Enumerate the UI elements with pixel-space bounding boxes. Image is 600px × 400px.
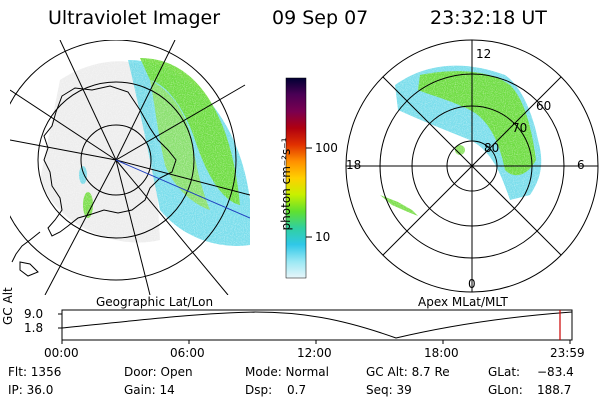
status-seq: Seq: 39 [366,383,412,397]
status-gcalt: GC Alt: 8.7 Re [366,365,450,379]
colorbar-unit-label: photon cm⁻²s⁻¹ [279,137,293,231]
status-glon-value: 188.7 [537,383,572,397]
timeline-xtick-1200: 12:00 [297,346,332,360]
lat-label-80: 80 [484,141,500,155]
instrument-title: Ultraviolet Imager [48,7,221,29]
timeline-xtick-2359: 23:59 [550,346,585,360]
status-flt: Flt: 1356 [8,365,62,379]
mlt-label-left: 18 [346,158,362,172]
status-dsp-label: Dsp: [245,383,273,397]
colorbar [285,77,312,279]
timeline-xtick-0600: 06:00 [170,346,205,360]
timeline-ytick-low: 1.8 [24,321,44,335]
header-date: 09 Sep 07 [272,7,369,29]
status-dsp-value: 0.7 [287,383,307,397]
geographic-map [10,40,250,295]
status-door: Door: Open [124,365,193,379]
right-panel-label: Apex MLat/MLT [418,295,508,309]
timeline-ylabel: GC Alt [1,287,15,325]
altitude-timeline [58,309,573,344]
lat-label-70: 70 [512,121,528,135]
status-glon-label: GLon: [488,383,523,397]
colorbar-tick-10: 10 [315,230,331,244]
timeline-xtick-1800: 18:00 [424,346,459,360]
mlt-label-right: 6 [577,158,585,172]
mlt-label-top: 12 [476,47,492,61]
status-glat-value: −83.4 [537,365,574,379]
mlt-label-bottom: 0 [468,277,476,291]
colorbar-tick-100: 100 [315,141,338,155]
timeline-xtick-0000: 00:00 [44,346,79,360]
altitude-curve [61,311,573,339]
status-ip: IP: 36.0 [8,383,54,397]
left-panel-label: Geographic Lat/Lon [96,295,214,309]
geographic-grid [10,40,250,295]
magnetic-grid [345,39,599,293]
status-gain: Gain: 14 [124,383,175,397]
lat-label-60: 60 [536,99,552,113]
status-mode: Mode: Normal [245,365,329,379]
header-time: 23:32:18 UT [430,7,547,29]
timeline-ytick-high: 9.0 [24,307,44,321]
status-glat-label: GLat: [488,365,521,379]
